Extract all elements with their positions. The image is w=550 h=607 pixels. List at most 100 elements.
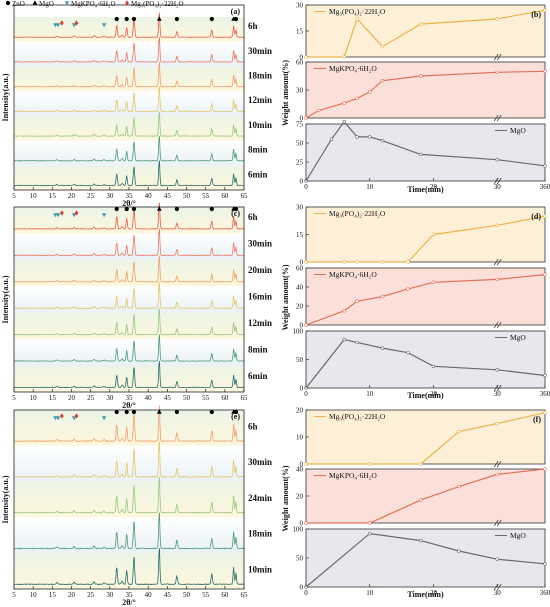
x-tick-label: 55 [202,192,210,200]
xrd-panel-c: 6h 30min 20min 16min 12min 8min 6min 5 10 15 20 25 3… [1,202,272,410]
xrd-series-label: 6h [248,212,258,222]
zno-marker [233,409,239,415]
x-tick-label: 30 [494,183,502,191]
zno-marker [209,16,214,22]
xrd-series-label: 20min [248,265,272,275]
y-tick-label: 0 [300,178,304,186]
x-tick-label: 30 [494,589,502,597]
x-tick-label: 20 [430,390,438,398]
x-tick-label: 60 [221,192,229,200]
xrd-legend: ZnO MgO MgKPO₄·6H₂O Mg₃(PO₄)₂·22H₂O [5,0,184,8]
xrd-pattern-12min [13,86,245,113]
xrd-pattern-6h [13,405,245,443]
data-point [543,411,547,415]
x-tick-label: 25 [87,591,95,599]
x-tick-label: 15 [49,192,57,200]
data-point [368,462,372,466]
zno-marker [209,206,214,212]
x-axis-label: 2θ/° [122,401,136,410]
y-tick-label: 30 [296,87,304,95]
weight-panel-b: 0 15 30 Mg₃(PO₄)₂·22H₂O 0 30 60 MgKPO₄·6H₂O 0 25 5… [281,2,550,195]
xrd-pattern-10min [13,111,245,137]
y-tick-label: 40 [296,284,304,292]
x-tick-label: 50 [183,192,191,200]
zno-marker [131,16,137,22]
panel-letter: (f) [533,415,541,424]
data-point [419,462,423,466]
axis-break [493,258,502,266]
data-point [431,364,436,369]
x-tick-label: 65 [241,394,249,402]
data-point [543,8,547,12]
legend-label: MgO [510,333,526,342]
xrd-pattern-6min [13,160,245,187]
xrd-band [14,165,244,190]
x-tick-label: 60 [221,394,229,402]
x-tick-label: 20 [430,589,438,597]
x-tick-label: 5 [12,394,16,402]
data-point [304,55,308,59]
legend-mg3po4: Mg₃(PO₄)₂·22H₂O [131,0,184,8]
xrd-pattern-8min [13,136,245,162]
x-tick-label: 55 [202,591,210,599]
mgkpo4-marker [101,416,107,421]
legend-label: MgO [510,126,526,135]
y-axis-label: Weight amount(%) [281,465,290,531]
data-point [543,562,547,566]
xrd-series-label: 18min [248,70,272,80]
y-tick-label: 0 [300,584,304,592]
x-axis-label: Time(min) [407,185,444,194]
subplot-frame [305,61,546,119]
x-tick-label: 65 [241,591,249,599]
xrd-pattern-6h [13,12,245,38]
zno-marker [233,206,239,212]
subplot-frame [305,468,546,524]
x-tick-label: 65 [241,192,249,200]
series-line [306,412,546,465]
y-tick-label: 20 [296,407,304,415]
data-point [342,55,346,59]
data-point [543,272,547,277]
data-point [342,309,346,313]
x-tick-label: 360 [540,589,550,597]
x-tick-label: 25 [87,192,95,200]
data-point [419,538,423,543]
y-tick-label: 20 [296,493,304,501]
data-point [355,17,359,21]
xrd-series-label: 12min [248,95,272,105]
weight-panel-f: 0 10 20 Mg₃(PO₄)₂·22H₂O 0 20 40 MgKPO₄·6H₂O 0 50 1… [281,407,550,600]
data-point [355,260,359,264]
xrd-series-label: 8min [248,145,268,155]
y-tick-label: 0 [300,115,304,123]
xrd-series-label: 6h [248,421,258,431]
x-tick-label: 20 [68,394,76,402]
xrd-pattern-6h [13,202,244,230]
panel-letter: (a) [231,7,241,16]
zno-marker [114,16,119,22]
xrd-band [14,481,244,518]
xrd-series-label: 30min [248,46,272,56]
series-line [306,468,546,524]
x-tick-label: 5 [12,192,16,200]
xrd-series-label: 12min [248,318,272,328]
xrd-series-label: 30min [248,457,272,467]
zno-marker [131,206,137,212]
legend-label: MgO [510,531,526,540]
x-tick-label: 10 [30,192,38,200]
data-point [380,260,385,264]
data-point [342,101,346,105]
axis-break [493,321,502,329]
xrd-series-label: 6h [248,21,258,31]
y-tick-label: 0 [300,259,304,267]
mgkpo4-marker [101,213,107,218]
axis-break [493,53,502,61]
x-tick-label: 10 [30,591,38,599]
xrd-pattern-30min [13,441,245,478]
data-point [495,472,499,477]
xrd-band [14,41,244,67]
x-tick-label: 45 [164,192,172,200]
xrd-series-label: 10min [248,120,272,130]
data-point [495,17,499,21]
x-tick-label: 35 [126,394,134,402]
mgkpo4-marker [71,213,77,218]
